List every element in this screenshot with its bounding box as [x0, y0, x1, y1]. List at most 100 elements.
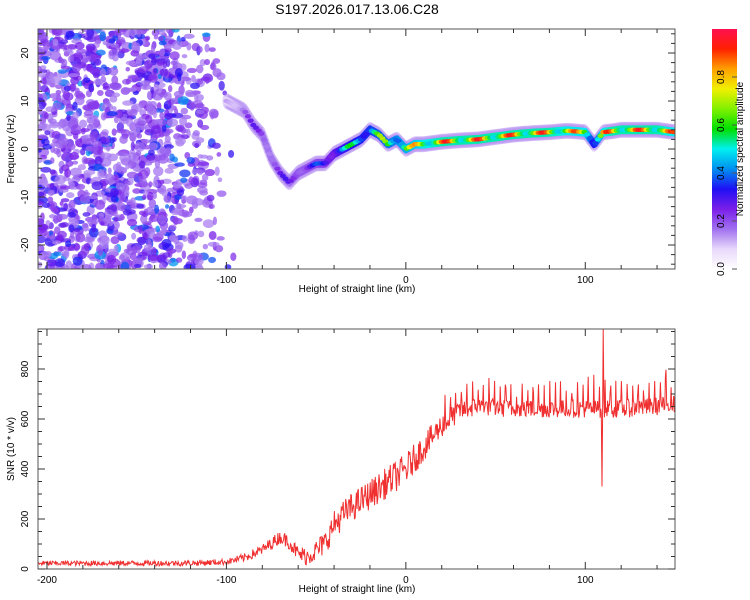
noise-blob	[186, 156, 196, 164]
noise-blob	[159, 48, 166, 57]
noise-blob	[179, 116, 187, 126]
noise-blob	[196, 137, 205, 144]
noise-blob	[106, 111, 118, 117]
snr-ylabel: SNR (10 * v/v)	[6, 417, 17, 481]
noise-blob	[72, 256, 83, 266]
ridge-core	[244, 114, 251, 119]
y-tick-label: 0	[20, 146, 31, 152]
noise-blob	[164, 147, 172, 157]
noise-blob	[129, 108, 138, 117]
noise-blob	[198, 161, 210, 166]
colorbar-ticks: 0.0 0.2 0.4 0.6 0.8	[716, 70, 737, 276]
colorbar: 0.0 0.2 0.4 0.6 0.8 Normalized spectral ampl…	[712, 29, 746, 276]
noise-blob	[216, 152, 222, 157]
noise-blob	[38, 122, 47, 130]
noise-blob	[94, 156, 103, 166]
noise-blob	[147, 191, 154, 201]
noise-blob	[181, 235, 188, 242]
noise-blob	[61, 98, 71, 106]
noise-blob	[197, 186, 208, 194]
noise-blob	[75, 232, 86, 243]
noise-blob	[57, 121, 63, 130]
noise-blob	[40, 56, 51, 61]
noise-blob	[154, 119, 163, 124]
noise-blob	[174, 162, 185, 167]
noise-blob	[165, 204, 170, 209]
snr-panel: -200 -100 0 100 0 200 400 600 800 Height of stra…	[6, 328, 676, 595]
noise-blob	[50, 142, 57, 148]
noise-blob	[63, 85, 72, 92]
noise-blob	[53, 147, 61, 155]
noise-blob	[218, 80, 225, 91]
noise-blob	[105, 173, 115, 183]
colorbar-tick-label: 0.0	[716, 262, 727, 276]
noise-blob	[112, 54, 119, 62]
ridge-core	[261, 137, 268, 142]
ridge-core	[597, 133, 604, 138]
noise-blob	[175, 137, 186, 146]
noise-blob	[104, 90, 112, 95]
noise-blob	[70, 167, 82, 177]
noise-blob	[138, 172, 143, 177]
noise-blob	[167, 85, 173, 93]
noise-blob	[60, 152, 71, 162]
noise-blob	[175, 204, 187, 209]
noise-blob	[134, 263, 142, 268]
noise-blob	[154, 204, 160, 215]
x-tick-label: 100	[577, 575, 594, 586]
noise-blob	[208, 256, 217, 264]
noise-blob	[54, 174, 66, 185]
noise-blob	[59, 133, 67, 140]
noise-blob	[94, 199, 106, 210]
noise-blob	[140, 84, 152, 91]
noise-blob	[59, 185, 72, 190]
noise-blob	[65, 240, 72, 248]
snr-frame	[37, 328, 676, 570]
noise-blob	[192, 130, 200, 137]
noise-blob	[216, 72, 226, 81]
noise-blob	[66, 192, 75, 199]
noise-blob	[83, 110, 94, 117]
noise-blob	[127, 75, 140, 83]
noise-blob	[131, 41, 141, 51]
noise-blob	[181, 54, 188, 59]
noise-blob	[151, 56, 157, 66]
noise-blob	[148, 181, 153, 188]
noise-blob	[52, 251, 62, 257]
noise-blob	[38, 245, 42, 253]
noise-blob	[68, 224, 75, 233]
noise-blob	[118, 48, 130, 53]
noise-blob	[200, 124, 210, 130]
noise-blob	[190, 82, 200, 90]
noise-blob	[75, 183, 86, 191]
noise-blob	[143, 264, 154, 269]
ridge-core	[274, 166, 281, 171]
noise-blob	[131, 232, 137, 240]
noise-blob	[96, 263, 106, 269]
noise-blob	[86, 45, 94, 53]
noise-blob	[97, 89, 104, 96]
noise-blob	[146, 153, 156, 161]
noise-blob	[89, 130, 99, 140]
noise-blob	[166, 118, 179, 127]
noise-blob	[181, 211, 193, 218]
noise-blob	[146, 90, 152, 100]
noise-blob	[74, 96, 85, 106]
noise-blob	[45, 220, 51, 227]
noise-blob	[38, 200, 44, 206]
noise-blob	[151, 125, 161, 135]
noise-blob	[151, 29, 160, 37]
noise-blob	[54, 258, 66, 268]
noise-blob	[162, 252, 171, 258]
noise-blob	[162, 61, 168, 69]
noise-blob	[111, 106, 117, 112]
noise-blob	[64, 168, 71, 178]
noise-blob	[140, 177, 148, 188]
x-tick-label: 100	[577, 275, 594, 286]
noise-blob	[186, 254, 197, 262]
noise-blob	[170, 99, 177, 104]
noise-blob	[97, 168, 105, 179]
noise-blob	[191, 168, 198, 175]
